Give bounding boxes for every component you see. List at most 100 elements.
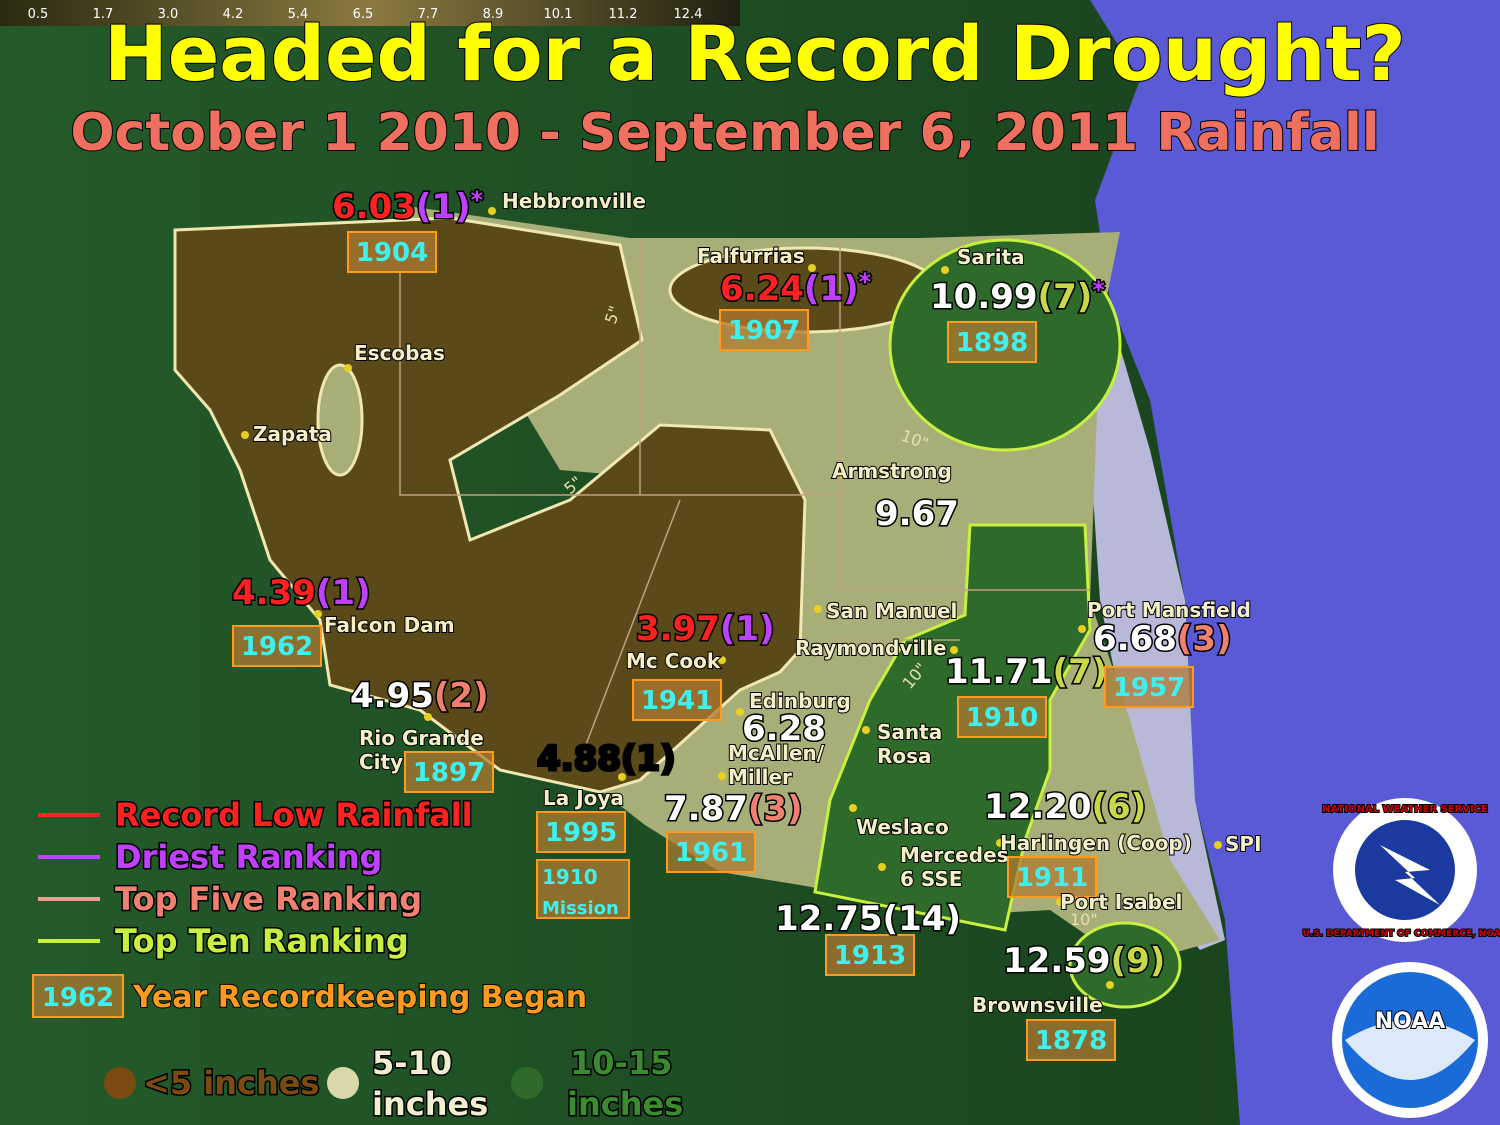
rainfall-value: 12.59(9) [1003, 941, 1165, 981]
legend-label: Top Ten Ranking [115, 922, 409, 960]
year-box [32, 974, 124, 1018]
year-box [536, 811, 626, 853]
legend-label: inches [567, 1085, 683, 1123]
rainfall-value: 12.20(6) [984, 787, 1146, 827]
station-name: Sarita [957, 245, 1025, 269]
station-name: Harlingen (Coop) [1000, 831, 1192, 855]
noaa-logo: NOAA [1332, 962, 1488, 1118]
rainfall-value: 4.39 [232, 573, 316, 613]
year-box [1104, 666, 1194, 708]
scale-label: 7.7 [418, 7, 439, 22]
rainfall-value: 6.03(1)* [332, 186, 484, 227]
year-box [404, 751, 494, 793]
station-dot [344, 364, 352, 372]
rainfall-value: 12.59 [1003, 941, 1111, 981]
rainfall-value: 12.75 [775, 899, 883, 939]
year: 1913 [834, 941, 906, 971]
station-dot [488, 207, 496, 215]
station-dot [941, 266, 949, 274]
scale-label: 0.5 [28, 7, 49, 22]
station-name: La Joya [543, 786, 624, 810]
station-dot [1106, 981, 1114, 989]
station-name: Mercedes [900, 843, 1009, 867]
year: 1911 [1016, 863, 1088, 893]
station-name: Mc Cook [626, 649, 721, 673]
rainfall-value: 3.97(1) [636, 609, 775, 649]
station-dot [808, 264, 816, 272]
year: 1910 [966, 703, 1038, 733]
rainfall-value: 12.75(14) [775, 899, 961, 939]
year-box [957, 696, 1047, 738]
station-name: Rio Grande [359, 726, 484, 750]
rainfall-value: 9.67 [875, 494, 959, 534]
title: Headed for a Record Drought? [104, 9, 1406, 98]
rank: (1) [316, 573, 371, 613]
station-name: McAllen/ [728, 741, 825, 765]
year: 1962 [241, 632, 313, 662]
station-dot [314, 610, 322, 618]
rank: (6) [1092, 787, 1147, 827]
rainfall-value: 6.68 [1093, 619, 1177, 659]
region-under-5 [173, 216, 807, 794]
station-name: Escobas [354, 341, 445, 365]
rainfall-value: 7.87 [664, 789, 748, 829]
region-5-10 [316, 363, 364, 477]
legend-label: 10-15 [570, 1044, 672, 1082]
station-dot [241, 431, 249, 439]
station-name: Edinburg [749, 689, 851, 713]
station-name: Falfurrias [697, 244, 805, 268]
rainfall-value: 12.20 [984, 787, 1092, 827]
contour-label: 10" [1070, 910, 1098, 929]
rainfall-value: 11.71 [945, 652, 1053, 692]
year-box [536, 859, 630, 919]
year: 1961 [675, 838, 747, 868]
legend-label: Top Five Ranking [115, 880, 422, 918]
rank: (3) [1177, 619, 1232, 659]
legend-label: <5 inches [143, 1064, 319, 1102]
station-name: Miller [728, 765, 792, 789]
scale-label: 8.9 [483, 7, 504, 22]
station-name: Armstrong [832, 459, 952, 483]
nws-logo: NATIONAL WEATHER SERVICE U.S. DEPARTMENT… [1301, 798, 1500, 942]
year-box [347, 231, 437, 273]
year: 1907 [728, 316, 800, 346]
station-dot [849, 804, 857, 812]
year: 1910 [542, 865, 598, 889]
rainfall-value: 6.03 [332, 187, 416, 227]
subtitle: October 1 2010 - September 6, 2011 Rainf… [70, 103, 1379, 163]
year-box [947, 321, 1037, 363]
scale-bar [0, 0, 740, 26]
year-box [1026, 1019, 1116, 1061]
legend-label: 5-10 [372, 1044, 452, 1082]
station-name: Hebbronville [502, 189, 646, 213]
logo-text: NATIONAL WEATHER SERVICE [1322, 804, 1488, 815]
station-dot [878, 863, 886, 871]
legend-label: Record Low Rainfall [115, 796, 473, 834]
station-dot [424, 713, 432, 721]
rainfall-value: 6.68(3) [1093, 619, 1232, 659]
year-box [719, 309, 809, 351]
station-dot [1056, 898, 1064, 906]
rainfall-value: 11.71(7) [945, 652, 1107, 692]
legend-label: Driest Ranking [115, 838, 382, 876]
year: 1941 [641, 686, 713, 716]
station-name: 6 SSE [900, 867, 962, 891]
station-name: City [359, 750, 403, 774]
legend-label: inches [372, 1085, 488, 1123]
rainfall-value: 4.88(1) [537, 739, 676, 779]
note: * [859, 268, 872, 296]
station-dot [1078, 625, 1086, 633]
station-dot [736, 708, 744, 716]
note: * [471, 186, 484, 214]
rainfall-value: 10.99(7)* [930, 276, 1105, 317]
rainfall-value: 6.28 [742, 709, 826, 749]
rank: (3) [748, 789, 803, 829]
rank: (1) [621, 739, 676, 779]
station-dot [718, 656, 726, 664]
rainfall-value: 4.39(1) [232, 573, 371, 613]
station-name: Port Mansfield [1087, 598, 1251, 622]
county-lines [399, 240, 1090, 761]
rainfall-value: 4.95(2) [350, 676, 489, 716]
scale-label: 5.4 [288, 7, 309, 22]
station-dot [1214, 841, 1222, 849]
